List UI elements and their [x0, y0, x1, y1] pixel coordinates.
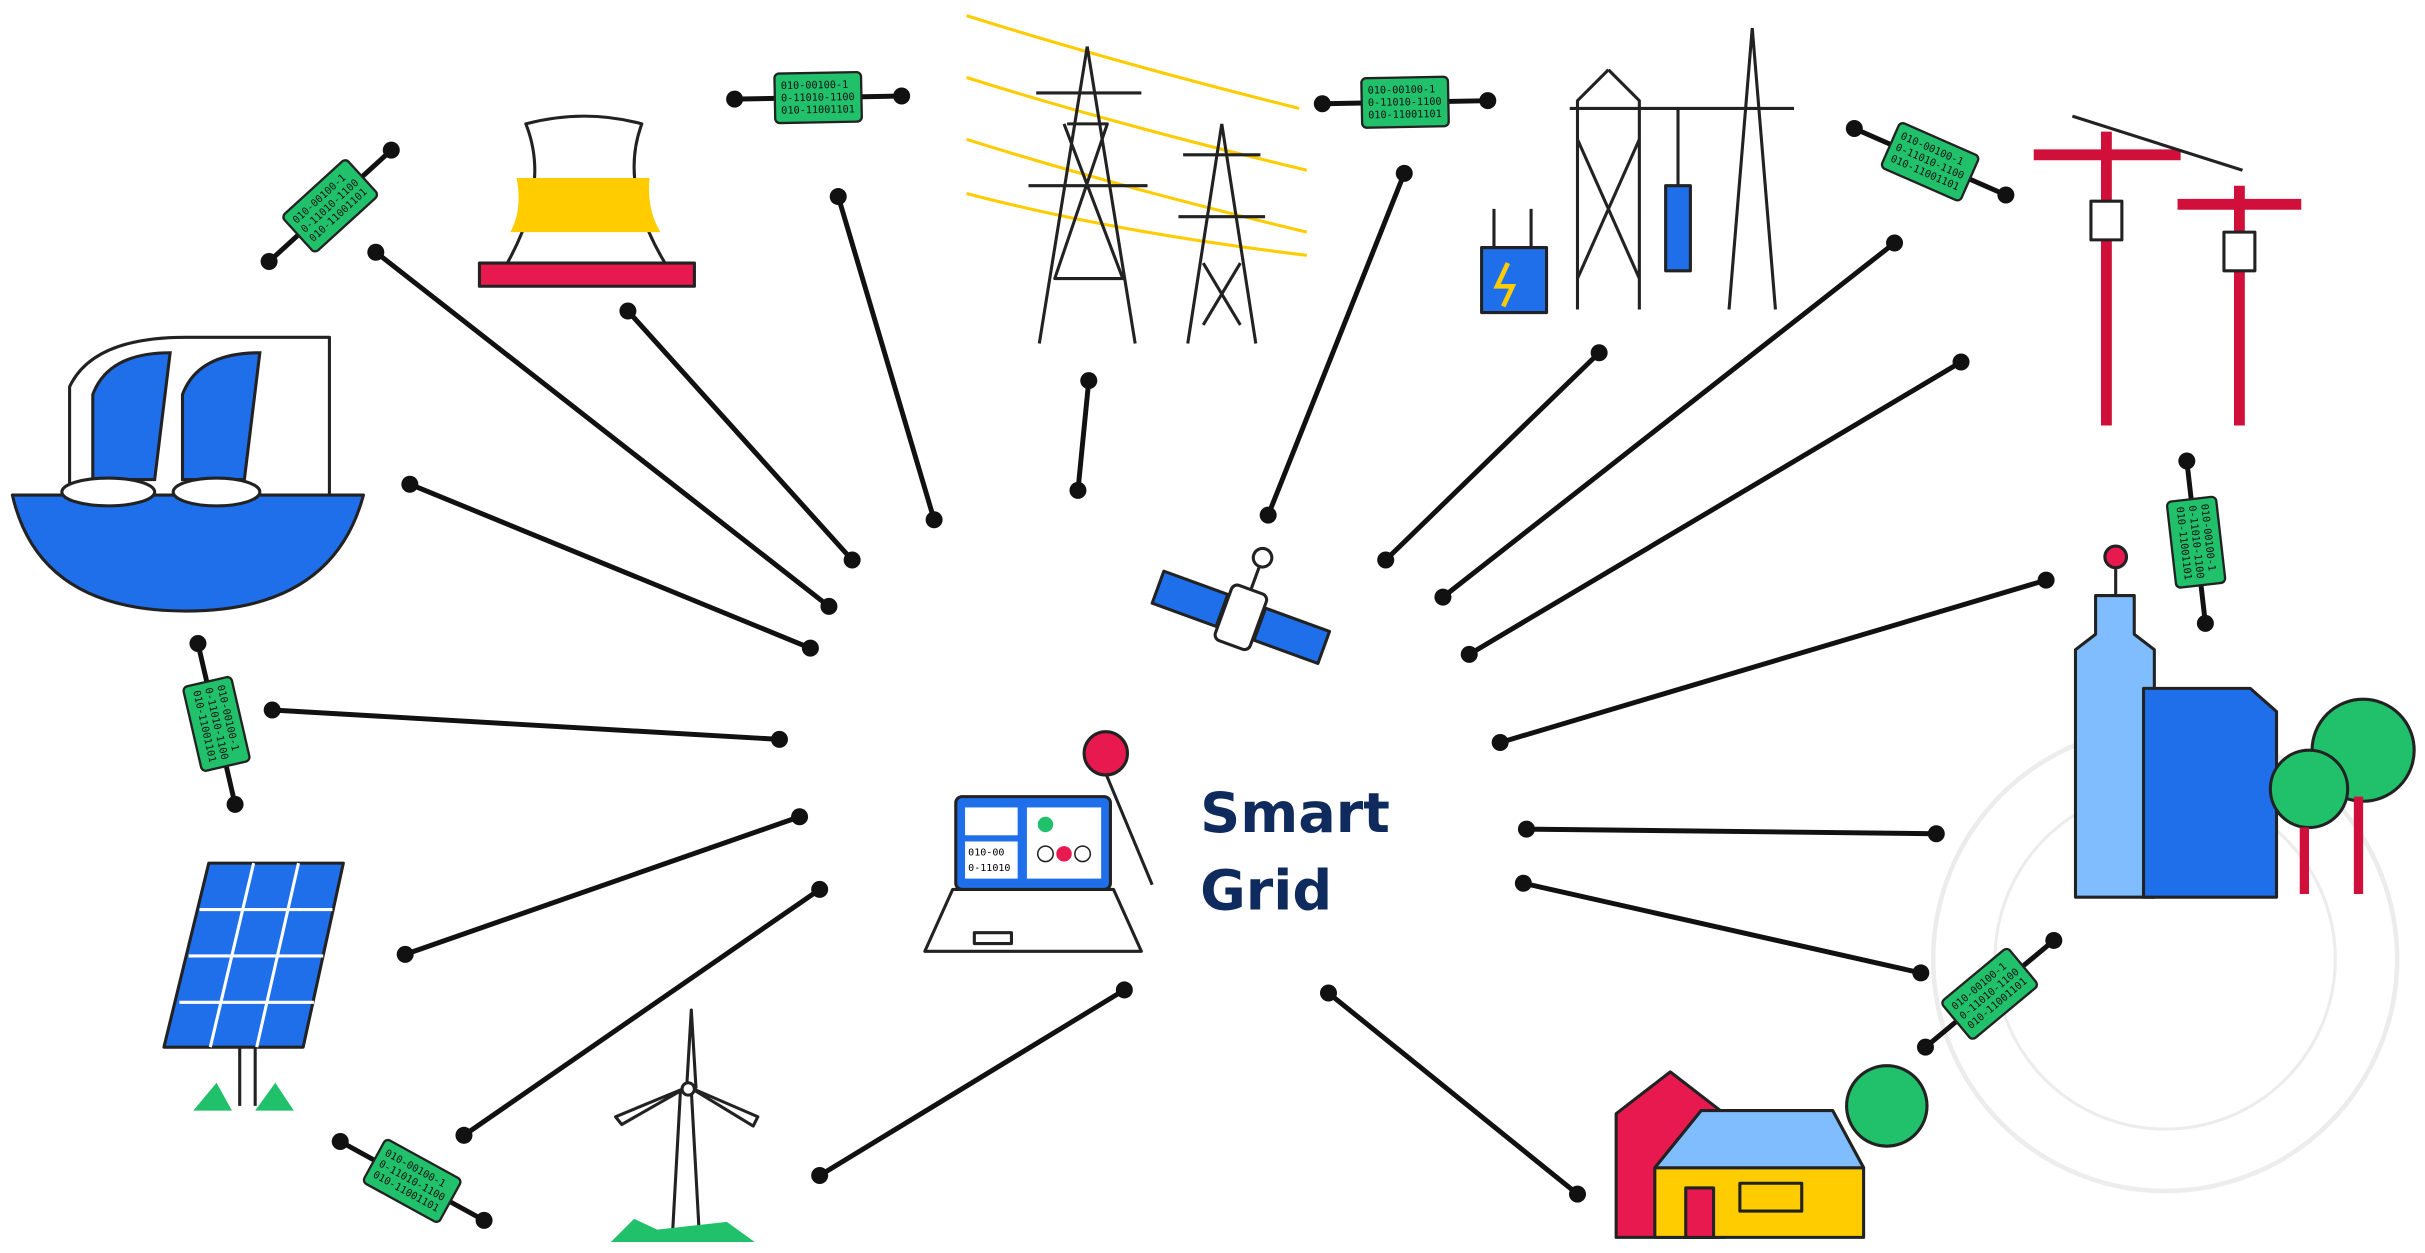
smart-grid-diagram: 010-00 0-11010 Smart Grid 010-00100-10-1…: [0, 0, 2425, 1253]
satellite-icon: [1148, 519, 1349, 675]
connector: [820, 990, 1125, 1176]
connector-dot: [1569, 1186, 1586, 1203]
connector-dot: [619, 302, 636, 319]
connector-dot: [726, 91, 743, 108]
power-plant-icon: [479, 116, 694, 286]
packet-text: 010-11001101: [1368, 109, 1442, 121]
packet-text: 0-11010-1100: [781, 92, 855, 104]
connector: [410, 484, 811, 648]
connector-dot: [2178, 453, 2195, 470]
connector-dot: [1320, 985, 1337, 1002]
building-icon: [2075, 546, 2414, 897]
connector: [376, 252, 829, 606]
packet-text: 010-11001101: [781, 104, 855, 116]
connector-dot: [1080, 372, 1097, 389]
connector-dot: [2045, 932, 2062, 949]
connector-dot: [1479, 92, 1496, 109]
connector: [1526, 829, 1936, 834]
connector-dot: [1518, 821, 1535, 838]
control-panel-icon: 010-00 0-11010: [925, 732, 1152, 952]
connector: [1523, 883, 1920, 973]
connector: [838, 197, 934, 520]
connector-dot: [1928, 825, 1945, 842]
connector-dot: [1377, 551, 1394, 568]
utility-pole-icon: [2034, 116, 2302, 425]
connector-dot: [227, 796, 244, 813]
connector-dot: [383, 142, 400, 159]
connector: [1386, 353, 1599, 560]
connector-dot: [1912, 964, 1929, 981]
connector-dot: [2038, 572, 2055, 589]
connector: [272, 710, 779, 739]
connector: [628, 311, 852, 560]
connector-dot: [820, 598, 837, 615]
connector: [464, 889, 820, 1135]
connector-dot: [926, 511, 943, 528]
connector-dot: [397, 946, 414, 963]
connector-dot: [1953, 354, 1970, 371]
connector: [1328, 993, 1577, 1194]
connector: [405, 817, 799, 955]
connector-dot: [893, 88, 910, 105]
connector-dot: [1917, 1039, 1934, 1056]
connector-dot: [1314, 95, 1331, 112]
connector-dot: [1069, 482, 1086, 499]
packet-text: 010-00100-1: [781, 80, 849, 92]
title-line: Grid: [1200, 859, 1332, 924]
connector-dot: [1997, 187, 2014, 204]
connector: [1268, 173, 1404, 515]
connector-dot: [1461, 646, 1478, 663]
connections: [264, 165, 2055, 1203]
connector-dot: [1396, 165, 1413, 182]
connector-dot: [811, 1167, 828, 1184]
connector-dot: [1434, 589, 1451, 606]
title-line: Smart: [1200, 781, 1390, 846]
screen-text: 0-11010: [968, 863, 1010, 874]
connector-dot: [1515, 875, 1532, 892]
connector-dot: [844, 551, 861, 568]
transmission-icon: [967, 16, 1307, 344]
houses-icon: [1616, 1066, 1927, 1238]
connector: [1078, 381, 1089, 491]
connector-dot: [1591, 344, 1608, 361]
substation-icon: [1482, 28, 1794, 313]
packet-text: 0-11010-1100: [1368, 97, 1442, 109]
connector-dot: [830, 188, 847, 205]
connector-dot: [476, 1212, 493, 1229]
connector-dot: [189, 635, 206, 652]
connector-dot: [1846, 120, 1863, 137]
connector-dot: [791, 808, 808, 825]
connector-dot: [367, 244, 384, 261]
packet-text: 010-00100-1: [1368, 84, 1436, 96]
connector-dot: [1116, 981, 1133, 998]
connector-dot: [332, 1133, 349, 1150]
connector-dot: [802, 640, 819, 657]
screen-text: 010-00: [968, 847, 1004, 858]
connector: [1500, 580, 2046, 742]
connector-dot: [264, 702, 281, 719]
connector-dot: [1260, 507, 1277, 524]
connector-dot: [2197, 615, 2214, 632]
connector-dot: [261, 253, 278, 270]
connector-dot: [1492, 734, 1509, 751]
connector-dot: [771, 731, 788, 748]
connector-dot: [401, 476, 418, 493]
connector-dot: [1886, 234, 1903, 251]
solar-panel-icon: [164, 863, 343, 1110]
connector-dot: [455, 1127, 472, 1144]
wind-turbine-icon: [611, 1010, 758, 1242]
hydro-icon: [12, 337, 363, 611]
connector-dot: [811, 881, 828, 898]
